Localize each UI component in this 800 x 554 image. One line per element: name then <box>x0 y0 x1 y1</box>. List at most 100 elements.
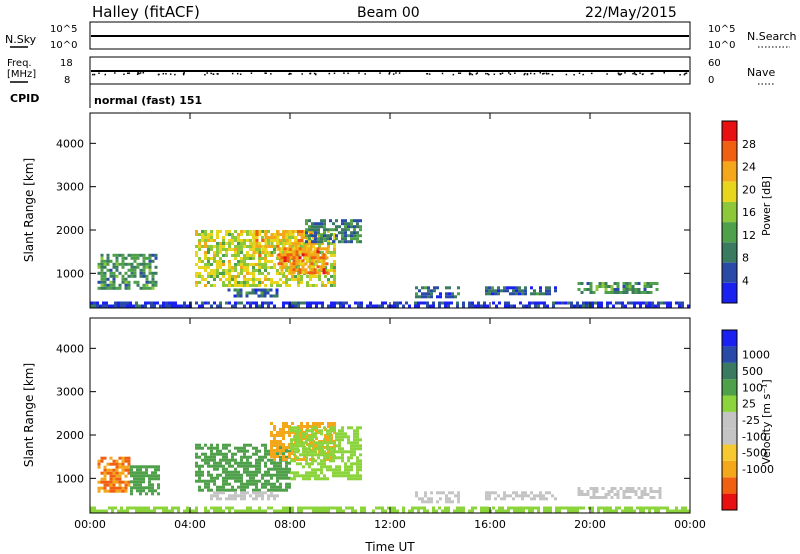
data-cell <box>497 289 500 293</box>
data-cell <box>198 281 201 284</box>
data-cell <box>264 461 267 465</box>
data-cell <box>344 225 347 229</box>
data-cell <box>258 464 261 468</box>
data-cell <box>213 455 216 459</box>
data-cell <box>308 225 311 229</box>
data-cell <box>195 446 198 450</box>
data-cell <box>240 479 243 483</box>
data-cell <box>213 464 216 468</box>
data-cell <box>610 496 614 499</box>
data-cell <box>279 278 282 281</box>
data-cell <box>261 485 264 489</box>
data-cell <box>109 486 113 490</box>
data-cell <box>471 304 474 308</box>
data-cell <box>609 301 612 305</box>
data-cell <box>273 494 276 498</box>
data-cell <box>210 446 213 450</box>
data-cell <box>462 506 465 510</box>
data-cell <box>573 506 576 510</box>
data-cell <box>292 271 296 275</box>
data-cell <box>118 253 122 257</box>
data-cell <box>356 222 359 226</box>
data-cell <box>243 461 246 465</box>
data-cell <box>296 447 299 451</box>
data-cell <box>338 444 341 448</box>
data-cell <box>488 286 491 290</box>
data-cell <box>314 240 317 244</box>
data-cell <box>246 509 249 513</box>
data-cell <box>130 465 133 469</box>
data-cell <box>115 474 119 478</box>
data-cell <box>198 470 201 474</box>
colorbar-swatch <box>722 395 737 412</box>
data-cell <box>332 240 335 244</box>
data-cell <box>299 462 302 466</box>
colorbar-tick-label: -25 <box>742 414 760 427</box>
data-cell <box>285 422 288 425</box>
data-cell <box>213 272 216 275</box>
data-cell <box>415 491 418 495</box>
data-cell <box>329 450 332 454</box>
data-cell <box>333 260 336 263</box>
data-cell <box>120 304 123 308</box>
data-cell <box>604 493 608 496</box>
data-cell <box>494 289 497 293</box>
data-cell <box>329 429 332 433</box>
data-cell <box>347 450 350 454</box>
data-cell <box>273 509 276 513</box>
data-cell <box>246 278 249 281</box>
data-cell <box>267 251 271 254</box>
data-cell <box>246 245 249 248</box>
data-cell <box>643 291 647 294</box>
data-cell <box>240 272 243 275</box>
data-cell <box>290 441 293 445</box>
data-cell <box>213 301 216 305</box>
data-cell <box>359 453 362 457</box>
data-cell <box>445 494 448 498</box>
colorbar-tick-label: 25 <box>742 398 756 411</box>
data-cell <box>296 462 299 466</box>
data-cell <box>320 477 323 481</box>
data-cell <box>333 431 336 434</box>
data-cell <box>302 441 305 445</box>
data-cell <box>515 491 518 495</box>
data-cell <box>258 461 261 465</box>
data-cell <box>139 486 142 490</box>
data-cell <box>216 467 219 471</box>
data-cell <box>276 461 279 465</box>
data-cell <box>192 509 195 513</box>
data-cell <box>678 304 681 308</box>
data-cell <box>288 482 291 486</box>
data-cell <box>228 482 231 486</box>
data-cell <box>646 493 650 496</box>
data-cell <box>643 288 647 291</box>
data-cell <box>528 509 531 513</box>
data-cell <box>305 432 308 436</box>
data-cell <box>153 506 156 510</box>
data-cell <box>252 275 255 278</box>
data-cell <box>219 278 222 281</box>
data-cell <box>327 278 330 281</box>
data-cell <box>115 256 119 260</box>
data-cell <box>252 254 256 257</box>
data-cell <box>616 490 620 493</box>
data-cell <box>302 477 305 481</box>
data-cell <box>350 468 353 472</box>
data-cell <box>273 455 276 458</box>
colorbar-tick-label: 24 <box>742 161 756 174</box>
data-cell <box>126 509 129 513</box>
data-cell <box>136 480 139 484</box>
data-cell <box>115 262 119 266</box>
data-cell <box>507 304 510 308</box>
data-cell <box>264 260 267 263</box>
data-cell <box>261 476 264 480</box>
data-cell <box>198 248 201 251</box>
data-cell <box>225 443 228 447</box>
data-cell <box>300 506 303 510</box>
data-cell <box>219 272 222 275</box>
data-cell <box>448 491 451 495</box>
data-cell <box>219 464 222 468</box>
data-cell <box>359 234 362 238</box>
data-cell <box>240 281 243 284</box>
data-cell <box>525 304 528 308</box>
